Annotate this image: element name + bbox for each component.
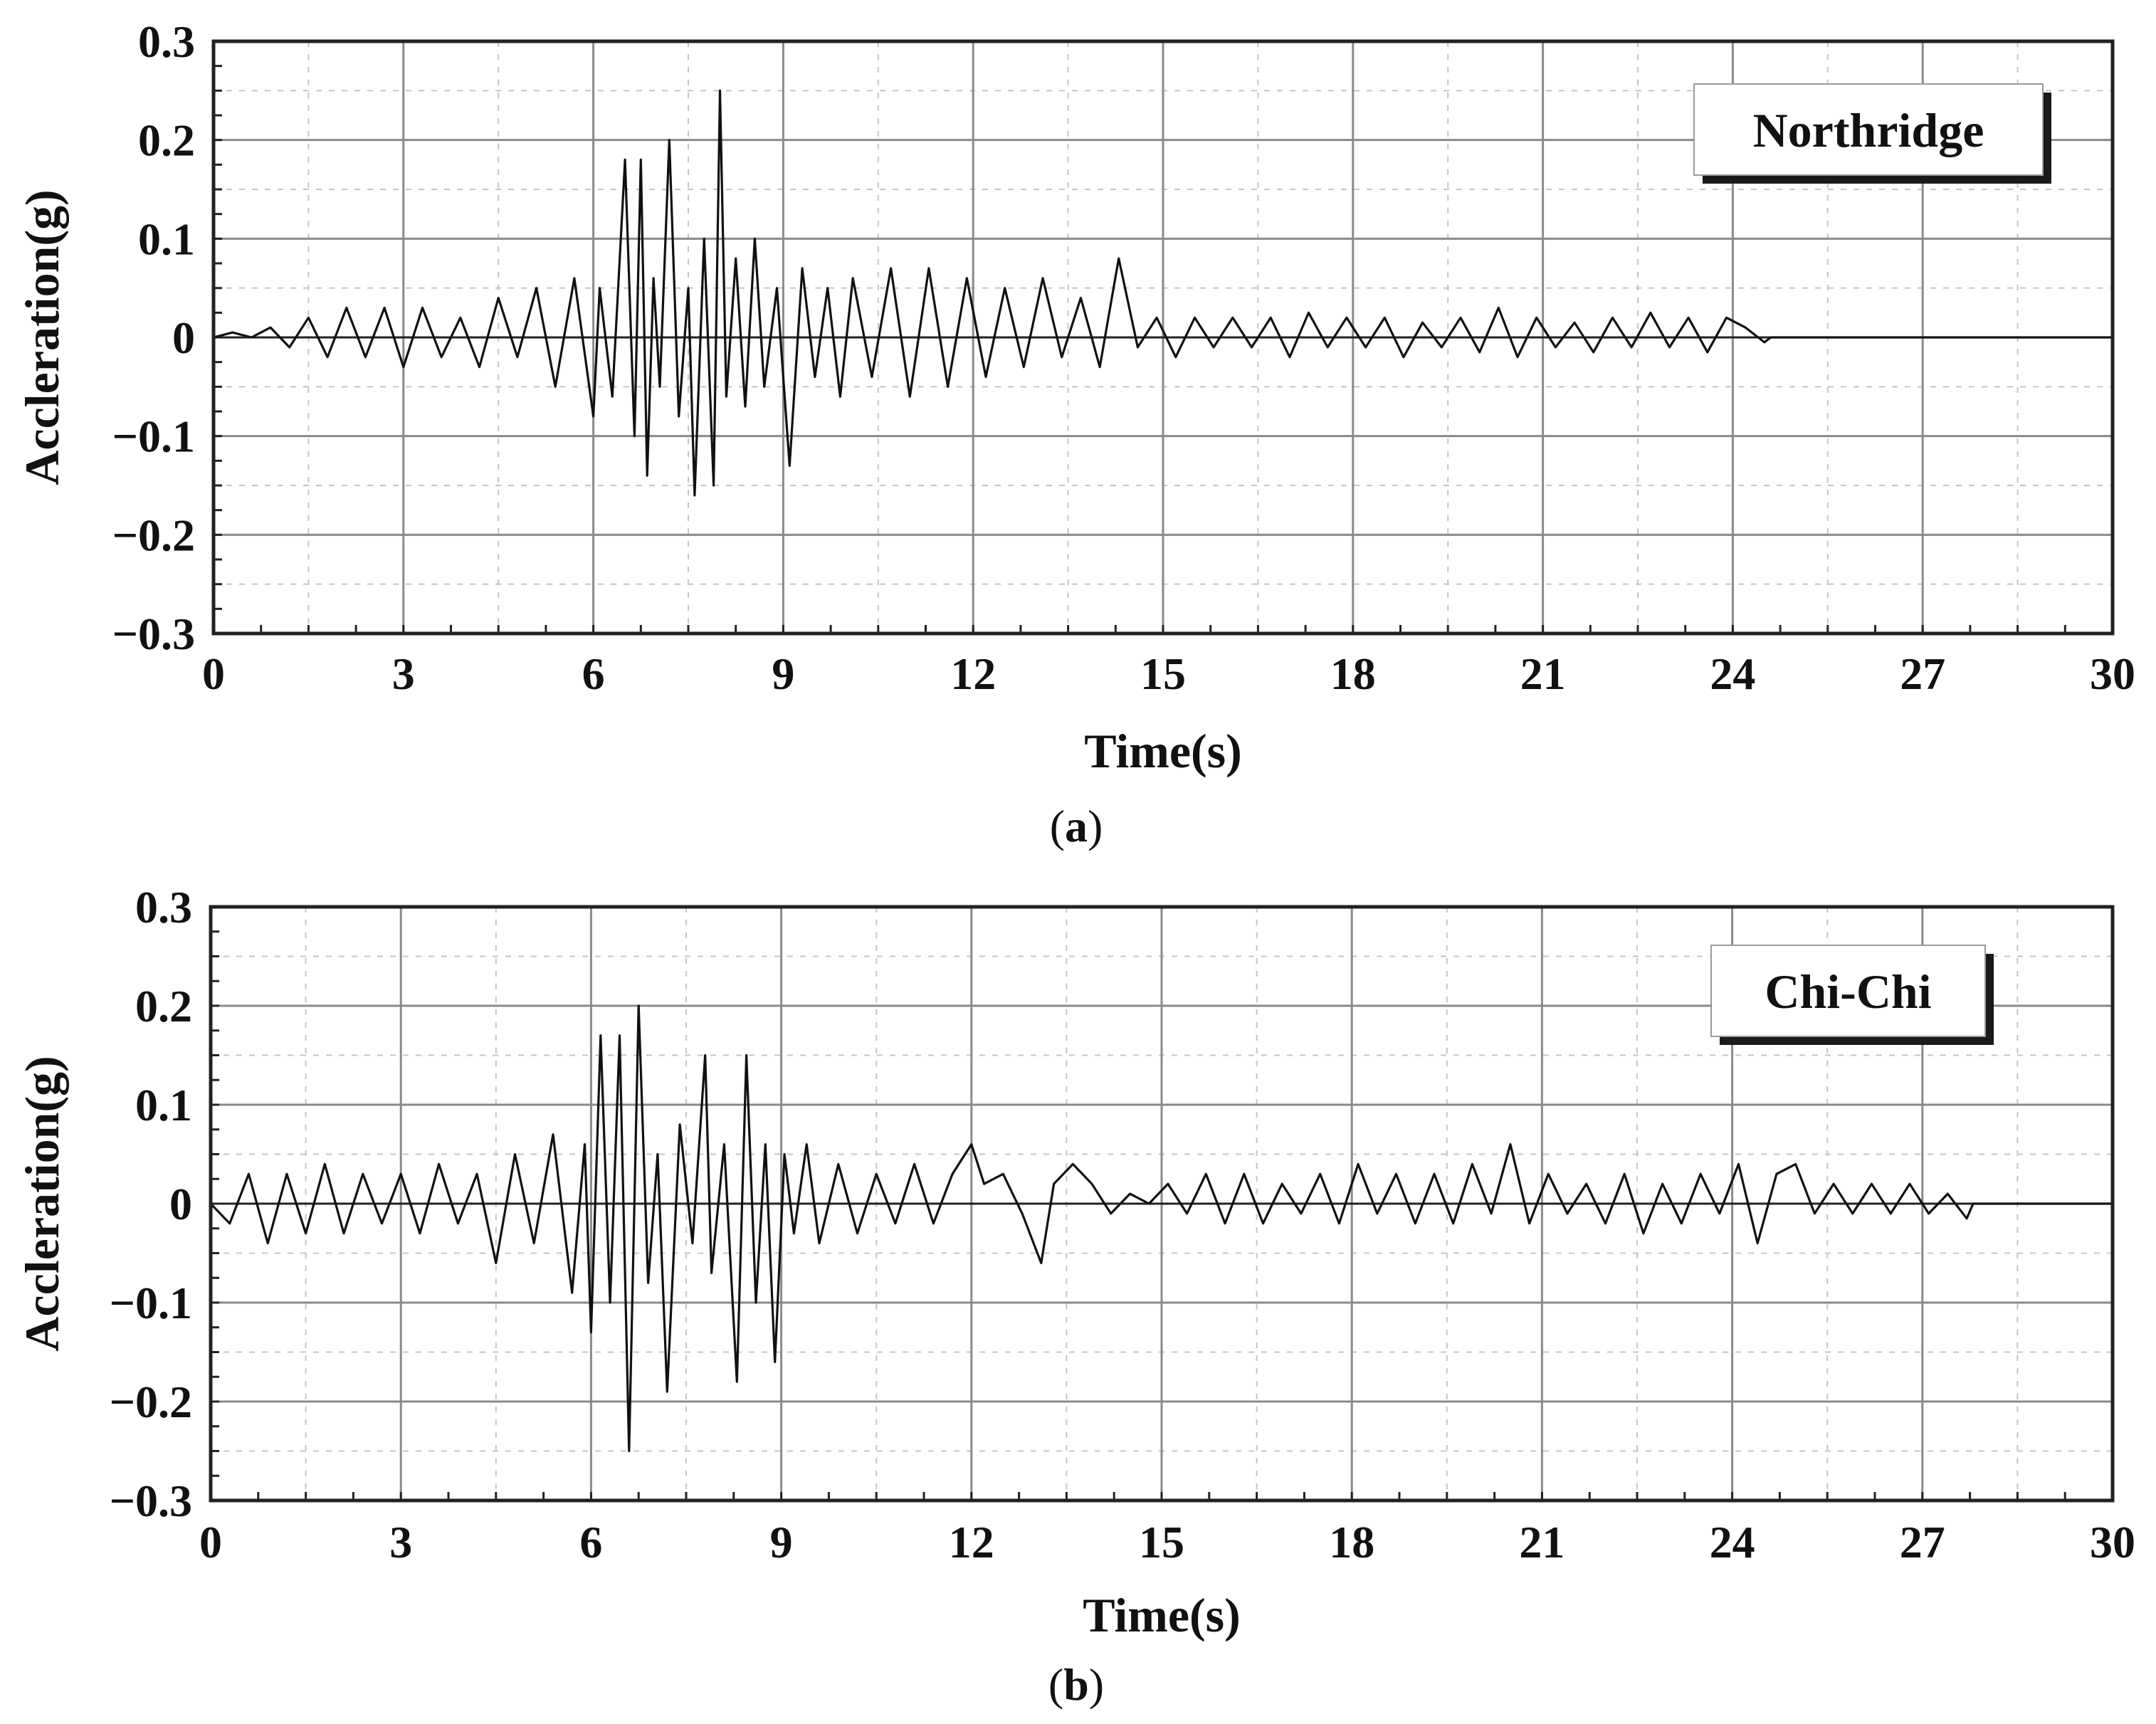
x-tick-label: 6	[582, 648, 605, 699]
plot-frame	[211, 39, 2115, 636]
series-line-northridge	[213, 89, 2113, 497]
x-tick-label: 27	[1900, 648, 1945, 699]
y-tick-label: 0.3	[138, 16, 195, 67]
y-tick-label: 0.3	[135, 882, 192, 932]
x-tick-label: 18	[1330, 648, 1376, 699]
caption-letter: b	[1063, 1659, 1089, 1710]
y-tick-label: −0.2	[112, 510, 195, 560]
x-tick-label: 12	[950, 648, 996, 699]
panel-caption: (b)	[1048, 1659, 1104, 1710]
y-tick-label: 0	[172, 312, 195, 363]
caption-paren-close: )	[1088, 801, 1103, 851]
x-tick-label: 3	[392, 648, 415, 699]
y-tick-label: 0	[169, 1179, 192, 1229]
caption-paren-open: (	[1048, 1659, 1063, 1710]
y-tick-label: 0.2	[135, 981, 192, 1031]
y-tick-label: 0.2	[138, 115, 195, 166]
x-tick-label: 0	[199, 1517, 222, 1567]
x-tick-label: 30	[2090, 1517, 2135, 1567]
x-tick-label: 18	[1329, 1517, 1374, 1567]
y-tick-label: −0.2	[110, 1377, 192, 1427]
caption-paren-open: (	[1050, 801, 1065, 851]
x-axis-label: Time(s)	[1083, 1588, 1241, 1642]
legend: Northridge	[1693, 83, 2051, 184]
legend: Chi-Chi	[1710, 945, 1994, 1045]
x-tick-label: 30	[2090, 648, 2135, 699]
y-tick-label: 0.1	[138, 214, 195, 264]
plot-frame	[209, 905, 2115, 1503]
x-tick-label: 9	[770, 1517, 793, 1567]
x-tick-label: 6	[579, 1517, 602, 1567]
x-tick-label: 21	[1520, 648, 1566, 699]
x-tick-label: 3	[389, 1517, 412, 1567]
x-tick-label: 9	[772, 648, 794, 699]
legend-entry: Northridge	[1753, 103, 1984, 157]
caption-paren-close: )	[1089, 1659, 1104, 1710]
legend-box	[1710, 945, 1986, 1037]
x-axis-label: Time(s)	[1084, 724, 1242, 778]
y-axis-label: Accleration(g)	[15, 1056, 69, 1351]
y-tick-label: −0.3	[110, 1476, 192, 1526]
y-tick-label: −0.3	[112, 609, 195, 659]
y-tick-label: −0.1	[112, 411, 195, 462]
panel-caption: (a)	[1050, 801, 1103, 851]
x-tick-label: 15	[1139, 1517, 1184, 1567]
legend-box	[1693, 83, 2044, 176]
x-tick-label: 24	[1710, 1517, 1755, 1567]
x-tick-label: 24	[1710, 648, 1755, 699]
legend-entry: Chi-Chi	[1765, 965, 1931, 1019]
chart-panel-a: 0 3 6 9 12 15 18 21 24 27 30 0.3 0.2 0.1 0 −0.1 −0.2 −0.3…	[15, 16, 2135, 851]
series-line-chi-chi	[209, 1004, 2113, 1453]
y-tick-label: −0.1	[110, 1278, 192, 1328]
y-tick-label: 0.1	[135, 1080, 192, 1130]
caption-letter: a	[1065, 801, 1088, 851]
y-axis-label: Accleration(g)	[15, 189, 69, 485]
x-tick-label: 21	[1519, 1517, 1565, 1567]
chart-panel-b: 0 3 6 9 12 15 18 21 24 27 30 0.3 0.2 0.1 0 −0.1 −0.2 −0.3…	[15, 882, 2135, 1710]
x-tick-label: 27	[1900, 1517, 1945, 1567]
x-tick-label: 0	[202, 648, 225, 699]
x-tick-label: 12	[949, 1517, 994, 1567]
x-tick-label: 15	[1140, 648, 1186, 699]
